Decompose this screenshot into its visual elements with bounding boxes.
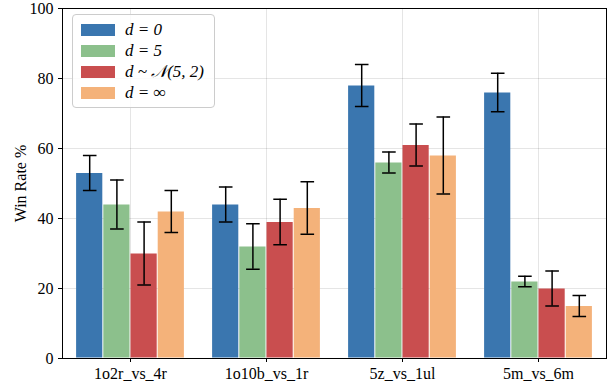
- svg-text:1o2r_vs_4r: 1o2r_vs_4r: [94, 365, 168, 382]
- svg-text:80: 80: [38, 70, 54, 87]
- svg-text:5m_vs_6m: 5m_vs_6m: [503, 365, 575, 382]
- svg-text:40: 40: [38, 210, 54, 227]
- svg-text:5z_vs_1ul: 5z_vs_1ul: [370, 365, 436, 382]
- svg-text:Win Rate %: Win Rate %: [12, 145, 29, 223]
- html-text:d = 0: d = 0: [125, 19, 162, 39]
- svg-text:20: 20: [38, 280, 54, 297]
- svg-text:100: 100: [30, 0, 54, 17]
- svg-text:60: 60: [38, 140, 54, 157]
- html-text:d = ∞: d = ∞: [125, 82, 166, 102]
- html-text:d ~ 𝒩(5, 2): d ~ 𝒩(5, 2): [125, 61, 204, 81]
- svg-text:0: 0: [46, 350, 54, 367]
- svg-text:1o10b_vs_1r: 1o10b_vs_1r: [225, 365, 309, 382]
- html-text:d = 5: d = 5: [125, 40, 162, 60]
